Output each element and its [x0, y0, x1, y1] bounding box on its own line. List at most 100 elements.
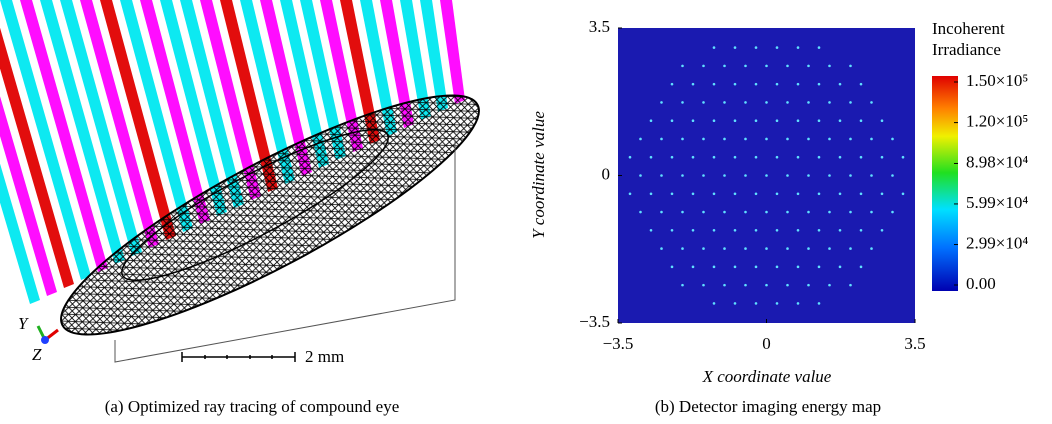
focal-spot: [797, 156, 800, 159]
focal-spot: [891, 174, 894, 177]
caption: (a) Optimized ray tracing of compound ey…: [105, 397, 400, 416]
focal-spot: [776, 302, 779, 305]
focal-spot: [891, 138, 894, 141]
focal-spot: [839, 229, 842, 232]
focal-spot: [902, 192, 905, 195]
focal-spot: [723, 247, 726, 250]
x-tick-label: 3.5: [904, 334, 925, 353]
x-axis-label: X coordinate value: [702, 367, 832, 386]
focal-spot: [776, 156, 779, 159]
focal-spot: [839, 156, 842, 159]
focal-spot: [881, 156, 884, 159]
focal-spot: [744, 284, 747, 287]
focal-spot: [881, 119, 884, 122]
focal-spot: [807, 65, 810, 68]
focal-spot: [660, 174, 663, 177]
focal-spot: [713, 156, 716, 159]
focal-spot: [755, 229, 758, 232]
focal-spot: [692, 229, 695, 232]
focal-spot: [734, 266, 737, 269]
focal-spot: [870, 174, 873, 177]
focal-spot: [734, 46, 737, 49]
focal-spot: [650, 229, 653, 232]
focal-spot: [671, 83, 674, 86]
focal-spot: [734, 192, 737, 195]
focal-spot: [818, 119, 821, 122]
axis-label: Z: [32, 345, 42, 364]
focal-spot: [755, 302, 758, 305]
focal-spot: [702, 138, 705, 141]
focal-spot: [807, 284, 810, 287]
focal-spot: [723, 138, 726, 141]
focal-spot: [765, 211, 768, 214]
focal-spot: [765, 247, 768, 250]
focal-spot: [776, 119, 779, 122]
focal-spot: [755, 192, 758, 195]
focal-spot: [692, 192, 695, 195]
focal-spot: [755, 83, 758, 86]
focal-spot: [776, 83, 779, 86]
focal-spot: [818, 83, 821, 86]
focal-spot: [860, 192, 863, 195]
focal-spot: [807, 174, 810, 177]
focal-spot: [818, 266, 821, 269]
focal-spot: [744, 65, 747, 68]
focal-spot: [692, 266, 695, 269]
focal-spot: [828, 247, 831, 250]
focal-spot: [734, 229, 737, 232]
focal-spot: [713, 119, 716, 122]
focal-spot: [671, 266, 674, 269]
focal-spot: [828, 174, 831, 177]
focal-spot: [671, 119, 674, 122]
focal-spot: [881, 192, 884, 195]
focal-spot: [744, 174, 747, 177]
focal-spot: [660, 211, 663, 214]
focal-spot: [639, 138, 642, 141]
focal-spot: [629, 156, 632, 159]
focal-spot: [702, 247, 705, 250]
focal-spot: [818, 46, 821, 49]
x-tick-label: −3.5: [603, 334, 634, 353]
focal-spot: [681, 174, 684, 177]
focal-spot: [860, 266, 863, 269]
focal-spot: [891, 211, 894, 214]
focal-spot: [786, 174, 789, 177]
focal-spot: [828, 101, 831, 104]
focal-spot: [713, 46, 716, 49]
focal-spot: [860, 156, 863, 159]
axis-triad: [38, 326, 58, 344]
focal-spot: [860, 119, 863, 122]
focal-spot: [671, 229, 674, 232]
focal-spot: [723, 101, 726, 104]
focal-spot: [765, 174, 768, 177]
focal-spot: [849, 174, 852, 177]
focal-spot: [849, 65, 852, 68]
focal-spot: [902, 156, 905, 159]
colorbar-tick-label: 1.20×10⁵: [966, 112, 1028, 131]
focal-spot: [849, 138, 852, 141]
focal-spot: [734, 119, 737, 122]
axis-label: Y: [18, 314, 29, 333]
focal-spot: [660, 247, 663, 250]
focal-spot: [681, 138, 684, 141]
focal-spot: [807, 211, 810, 214]
colorbar-tick-label: 0.00: [966, 274, 996, 293]
focal-spot: [692, 119, 695, 122]
focal-spot: [629, 192, 632, 195]
focal-spot: [765, 101, 768, 104]
focal-spot: [681, 211, 684, 214]
caption: (b) Detector imaging energy map: [655, 397, 881, 416]
focal-spot: [702, 211, 705, 214]
focal-spot: [828, 211, 831, 214]
focal-spot: [828, 138, 831, 141]
focal-spot: [713, 266, 716, 269]
focal-spot: [807, 138, 810, 141]
focal-spot: [734, 156, 737, 159]
focal-spot: [828, 65, 831, 68]
focal-spot: [797, 46, 800, 49]
focal-spot: [681, 247, 684, 250]
focal-spot: [786, 138, 789, 141]
focal-spot: [797, 83, 800, 86]
focal-spot: [786, 65, 789, 68]
focal-spot: [807, 247, 810, 250]
